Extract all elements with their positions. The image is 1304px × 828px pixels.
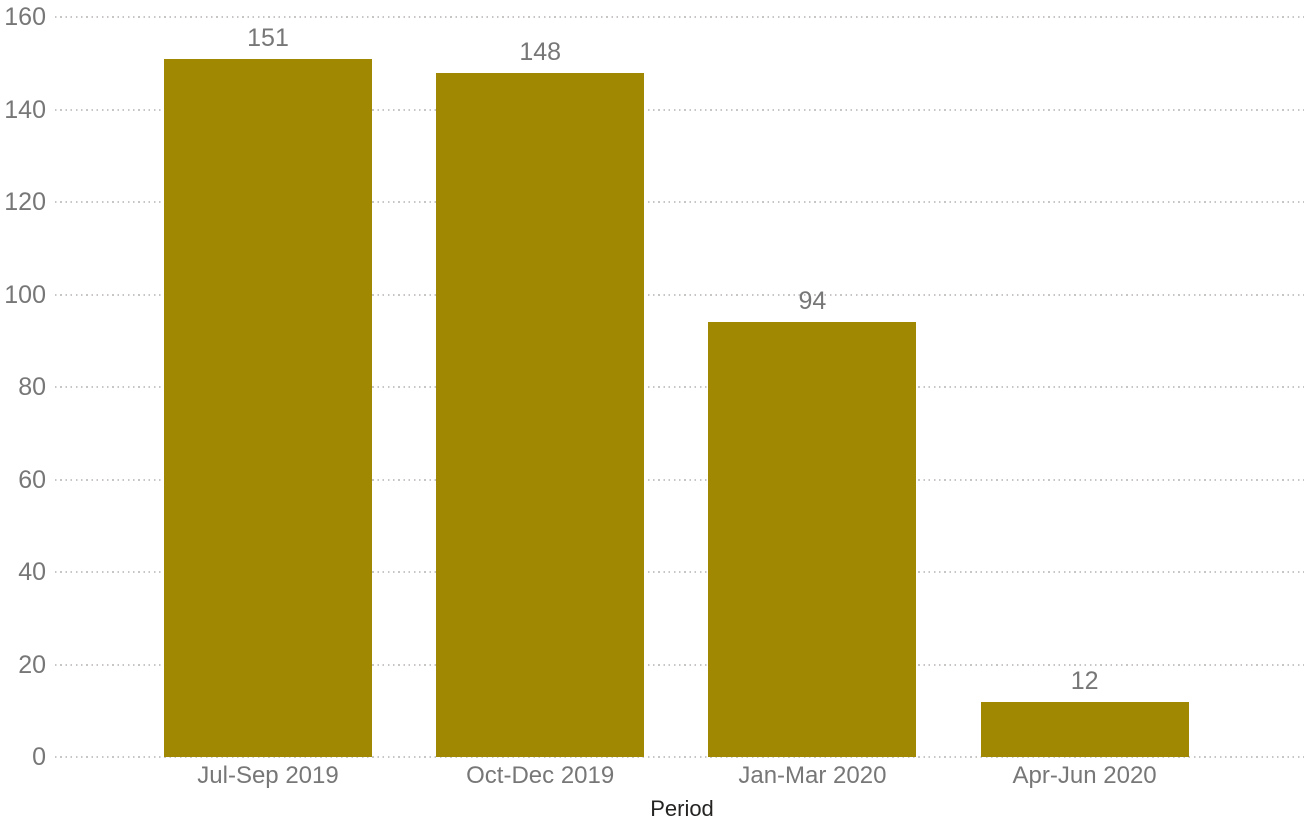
x-axis-category-label: Oct-Dec 2019: [466, 762, 615, 789]
bar-value-label: 148: [519, 37, 562, 66]
x-axis-category-label: Apr-Jun 2020: [1012, 762, 1157, 789]
y-axis-tick-label: 60: [18, 465, 46, 494]
bar[interactable]: [708, 322, 917, 757]
gridline: [55, 478, 1304, 481]
x-axis-category-label: Jan-Mar 2020: [738, 762, 887, 789]
bar[interactable]: [436, 72, 645, 757]
y-axis-tick-label: 140: [4, 95, 46, 124]
gridline: [55, 386, 1304, 388]
bar-value-label: 12: [1070, 666, 1099, 695]
gridline: [55, 293, 1304, 296]
gridline: [55, 663, 1304, 666]
y-axis-tick-label: 100: [4, 280, 46, 309]
bar[interactable]: [164, 58, 372, 757]
y-axis-tick-label: 80: [18, 373, 46, 401]
bar-value-label: 151: [247, 23, 289, 52]
gridline: [55, 756, 1304, 758]
x-axis-category-label: Jul-Sep 2019: [197, 762, 339, 789]
x-axis-title: Period: [650, 796, 714, 821]
y-axis-tick-label: 0: [32, 743, 46, 771]
gridline: [55, 571, 1304, 573]
bar-value-label: 94: [798, 287, 827, 316]
y-axis-tick-label: 160: [4, 3, 46, 31]
bar[interactable]: [980, 701, 1189, 757]
gridline: [55, 16, 1304, 18]
y-axis-tick-label: 20: [18, 650, 46, 679]
gridline: [55, 108, 1304, 111]
y-axis-tick-label: 120: [4, 188, 46, 216]
gridline: [55, 201, 1304, 203]
y-axis-tick-label: 40: [18, 558, 46, 586]
